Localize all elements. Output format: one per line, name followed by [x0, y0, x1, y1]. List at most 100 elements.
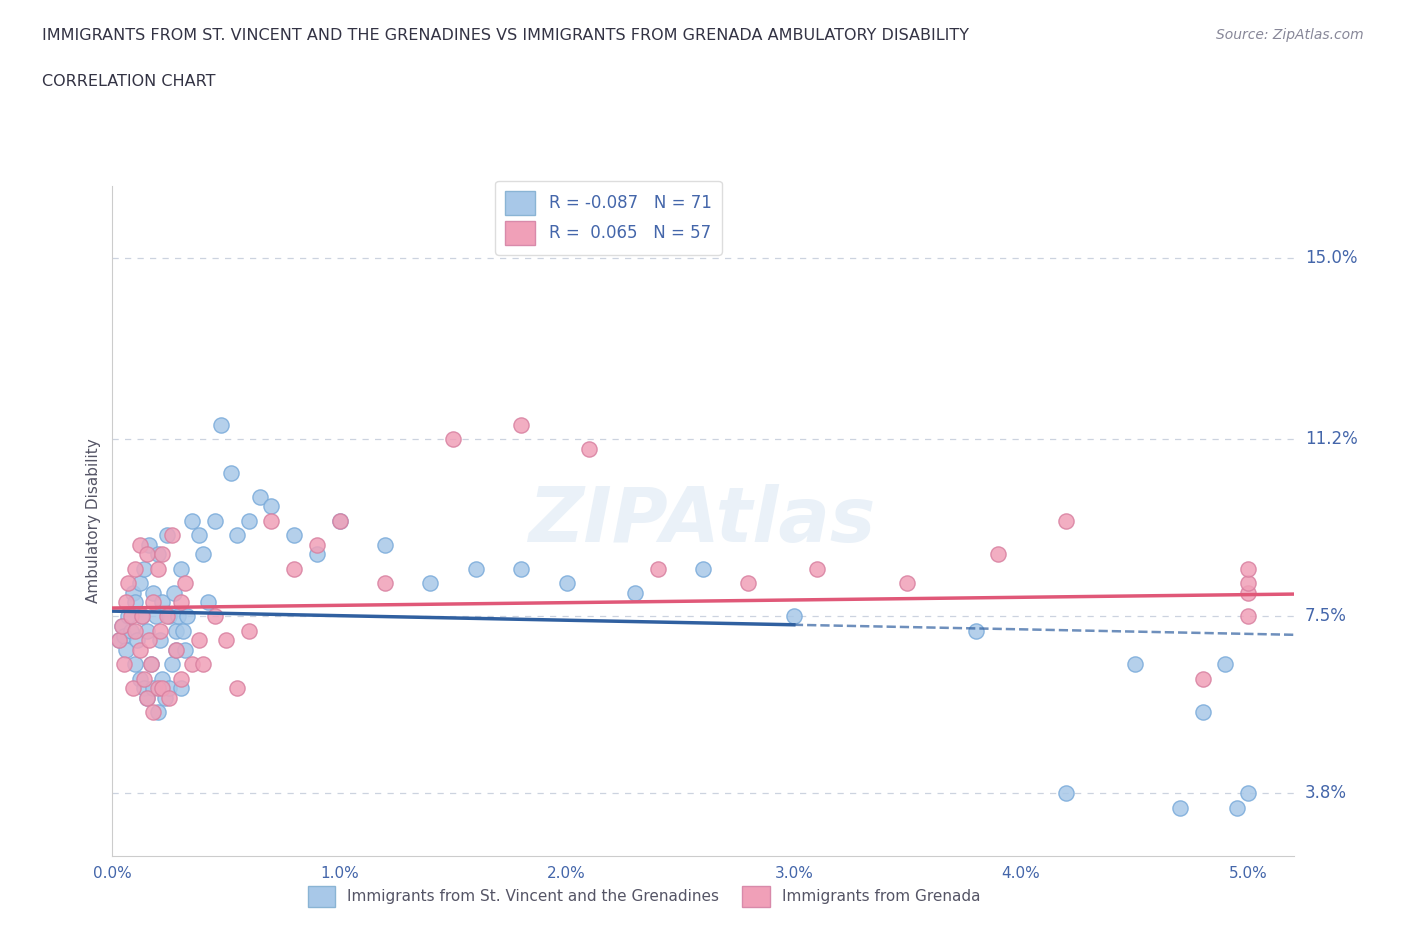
Point [139, 657, 162, 671]
Y-axis label: Ambulatory Disability: Ambulatory Disability [86, 438, 101, 604]
Point [441, 432, 464, 447]
Point [374, 538, 396, 552]
Point [464, 561, 486, 576]
Text: 11.2%: 11.2% [1305, 431, 1357, 448]
Point [965, 623, 987, 638]
Point [128, 643, 150, 658]
Point [157, 609, 180, 624]
Point [737, 576, 759, 591]
Point [169, 671, 191, 686]
Point [419, 576, 441, 591]
Point [149, 633, 172, 648]
Point [510, 561, 533, 576]
Point [1168, 801, 1191, 816]
Point [131, 609, 153, 624]
Point [135, 690, 157, 705]
Point [211, 418, 233, 432]
Point [305, 547, 328, 562]
Point [152, 547, 174, 562]
Point [135, 623, 157, 638]
Point [181, 657, 204, 671]
Point [134, 681, 156, 696]
Point [160, 657, 183, 671]
Point [110, 618, 132, 633]
Point [187, 527, 209, 542]
Point [122, 681, 145, 696]
Point [204, 513, 226, 528]
Point [149, 623, 172, 638]
Point [108, 633, 131, 648]
Point [153, 690, 176, 705]
Point [163, 585, 186, 600]
Point [108, 633, 131, 648]
Point [145, 609, 167, 624]
Point [806, 561, 828, 576]
Point [117, 609, 139, 624]
Point [138, 538, 160, 552]
Point [329, 513, 352, 528]
Point [283, 561, 305, 576]
Point [219, 466, 242, 481]
Point [283, 527, 305, 542]
Point [987, 547, 1010, 562]
Point [181, 513, 204, 528]
Point [120, 623, 142, 638]
Point [1215, 657, 1237, 671]
Point [1226, 801, 1249, 816]
Point [127, 633, 149, 648]
Point [142, 681, 165, 696]
Point [117, 576, 139, 591]
Point [260, 513, 283, 528]
Point [169, 561, 191, 576]
Point [692, 561, 714, 576]
Point [374, 576, 396, 591]
Point [226, 527, 249, 542]
Point [156, 609, 179, 624]
Point [135, 547, 157, 562]
Point [134, 561, 156, 576]
Point [139, 657, 162, 671]
Point [174, 643, 197, 658]
Point [165, 643, 187, 658]
Point [134, 671, 156, 686]
Point [1191, 705, 1213, 720]
Point [128, 671, 150, 686]
Point [1237, 576, 1260, 591]
Point [624, 585, 647, 600]
Point [165, 643, 187, 658]
Point [510, 418, 533, 432]
Point [1054, 513, 1077, 528]
Point [124, 594, 146, 609]
Point [329, 513, 352, 528]
Point [128, 538, 150, 552]
Point [142, 705, 165, 720]
Point [174, 576, 197, 591]
Point [238, 623, 260, 638]
Text: 3.8%: 3.8% [1305, 784, 1347, 803]
Point [120, 609, 142, 624]
Point [146, 705, 169, 720]
Point [112, 657, 135, 671]
Text: CORRELATION CHART: CORRELATION CHART [42, 74, 215, 89]
Point [112, 628, 135, 643]
Text: 7.5%: 7.5% [1305, 607, 1347, 626]
Text: IMMIGRANTS FROM ST. VINCENT AND THE GRENADINES VS IMMIGRANTS FROM GRENADA AMBULA: IMMIGRANTS FROM ST. VINCENT AND THE GREN… [42, 28, 969, 43]
Point [1123, 657, 1146, 671]
Point [193, 657, 215, 671]
Legend: Immigrants from St. Vincent and the Grenadines, Immigrants from Grenada: Immigrants from St. Vincent and the Gren… [299, 878, 988, 915]
Point [138, 633, 160, 648]
Point [783, 609, 806, 624]
Point [157, 690, 180, 705]
Point [1191, 671, 1213, 686]
Point [226, 681, 249, 696]
Point [1054, 786, 1077, 801]
Point [165, 623, 187, 638]
Point [128, 576, 150, 591]
Point [215, 633, 238, 648]
Point [896, 576, 918, 591]
Point [238, 513, 260, 528]
Point [131, 609, 153, 624]
Point [249, 489, 271, 504]
Point [169, 594, 191, 609]
Text: ZIPAtlas: ZIPAtlas [529, 484, 877, 558]
